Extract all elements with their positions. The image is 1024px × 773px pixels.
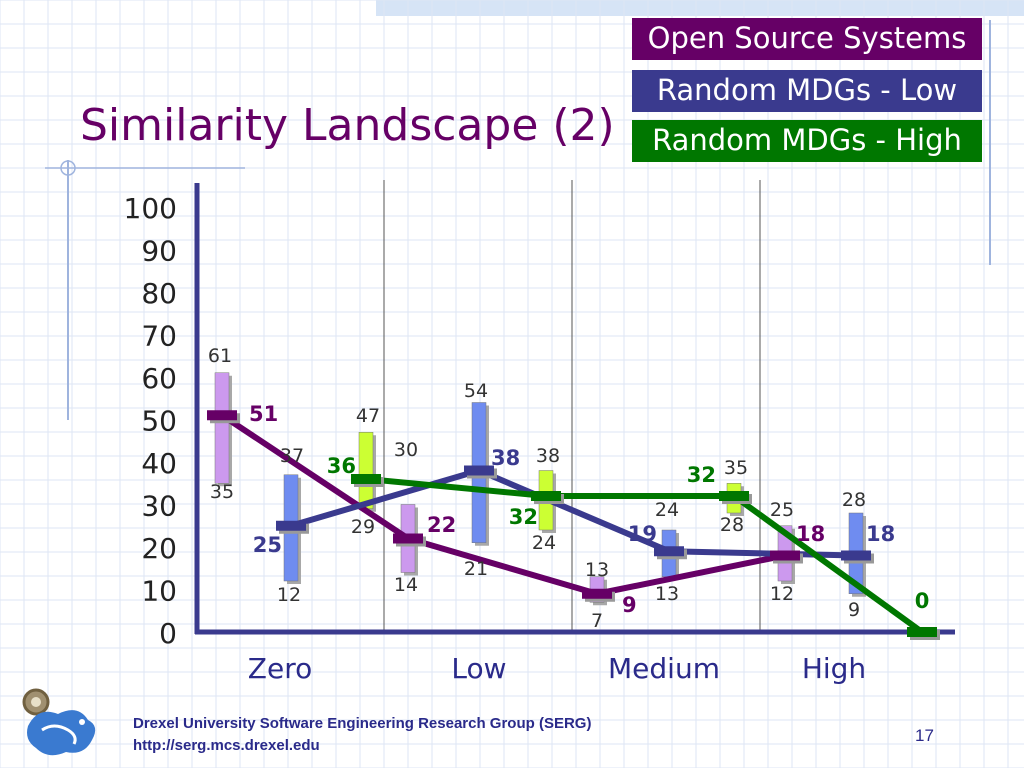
page-number: 17 (915, 726, 934, 745)
range-high-label: 13 (585, 559, 609, 581)
y-tick-label: 100 (124, 192, 177, 225)
range-low-label: 24 (532, 532, 556, 554)
legend-label: Random MDGs - High (652, 123, 962, 157)
data-marker (770, 550, 800, 561)
serg-logo (18, 686, 108, 762)
data-label: 32 (509, 505, 538, 529)
y-tick-label: 90 (141, 235, 177, 268)
legend-label: Random MDGs - Low (656, 73, 958, 107)
y-tick-label: 70 (141, 320, 177, 353)
y-tick-label: 80 (141, 277, 177, 310)
series-line (290, 467, 857, 559)
range-high-label: 37 (280, 445, 304, 467)
data-label: 25 (253, 533, 282, 557)
range-bar (214, 372, 230, 484)
range-high-label: 28 (842, 489, 866, 511)
data-label: 19 (628, 522, 657, 546)
decor-circle (60, 160, 76, 176)
legend-random-high: Random MDGs - High (632, 120, 982, 162)
y-tick-label: 60 (141, 362, 177, 395)
range-low-label: 12 (277, 584, 301, 606)
data-marker (907, 627, 937, 637)
data-marker (582, 588, 612, 599)
range-high-label: 61 (208, 345, 232, 367)
header-band (376, 0, 1024, 16)
range-low-label: 13 (655, 583, 679, 605)
y-tick-label: 30 (141, 490, 177, 523)
range-high-label: 35 (724, 457, 748, 479)
range-high-label: 47 (356, 405, 380, 427)
data-label: 51 (249, 402, 278, 426)
category-label: Low (451, 652, 506, 685)
range-low-label: 14 (394, 574, 418, 596)
y-tick-label: 20 (141, 532, 177, 565)
dragon-logo-icon (22, 688, 96, 756)
data-label: 38 (491, 446, 520, 470)
data-marker (351, 474, 381, 484)
data-marker (654, 546, 684, 557)
data-marker (207, 410, 237, 421)
data-marker (719, 491, 749, 501)
legend-label: Open Source Systems (647, 21, 967, 55)
range-low-label: 7 (591, 610, 603, 632)
data-label: 0 (915, 589, 930, 613)
y-tick-label: 50 (141, 405, 177, 438)
range-low-label: 12 (770, 583, 794, 605)
data-marker (531, 491, 561, 501)
range-low-label: 29 (351, 516, 375, 538)
range-high-label: 38 (536, 445, 560, 467)
range-low-label: 9 (848, 599, 860, 621)
category-label: High (802, 652, 866, 685)
y-tick-label: 0 (159, 617, 177, 650)
data-marker (393, 533, 423, 544)
data-label: 32 (687, 463, 716, 487)
y-tick-label: 40 (141, 447, 177, 480)
range-high-label: 25 (770, 499, 794, 521)
range-bar (358, 432, 374, 509)
data-label: 18 (866, 522, 895, 546)
category-label: Medium (608, 652, 720, 685)
data-marker (841, 550, 871, 561)
range-high-label: 24 (655, 499, 679, 521)
footer-organization: Drexel University Software Engineering R… (133, 715, 592, 732)
category-label: Zero (248, 652, 312, 685)
footer-url[interactable]: http://serg.mcs.drexel.edu (133, 737, 320, 754)
data-label: 36 (327, 454, 356, 478)
data-label: 22 (427, 513, 456, 537)
range-high-label: 30 (394, 439, 418, 461)
legend-open-source: Open Source Systems (632, 18, 982, 60)
range-high-label: 54 (464, 380, 488, 402)
range-low-label: 21 (464, 558, 488, 580)
page-title: Similarity Landscape (2) (80, 100, 615, 151)
series-line (365, 476, 924, 635)
range-low-label: 28 (720, 514, 744, 536)
data-marker (276, 520, 306, 531)
y-tick-label: 10 (141, 575, 177, 608)
legend-random-low: Random MDGs - Low (632, 70, 982, 112)
data-label: 18 (796, 522, 825, 546)
series-line (220, 412, 786, 597)
data-label: 9 (622, 593, 637, 617)
data-marker (464, 465, 494, 476)
range-low-label: 35 (210, 481, 234, 503)
